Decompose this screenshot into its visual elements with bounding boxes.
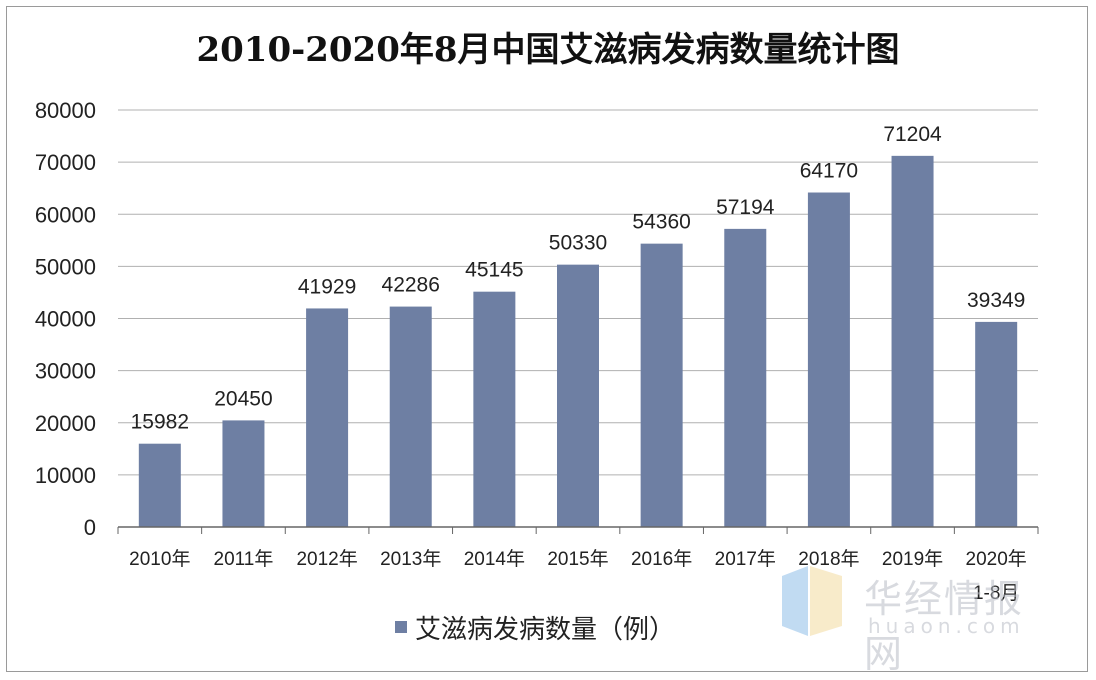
y-tick-label: 60000 [35, 202, 96, 227]
data-label: 41929 [298, 275, 356, 298]
bar [724, 228, 767, 527]
bar [557, 264, 599, 527]
x-category-label: 2019年 [882, 548, 943, 570]
data-label: 71204 [883, 123, 942, 146]
bar [640, 243, 683, 527]
x-category-label: 2014年 [464, 548, 525, 570]
x-category-label: 2020年 [966, 548, 1027, 570]
bar [138, 443, 181, 527]
data-label: 15982 [131, 411, 189, 434]
data-label: 20450 [214, 387, 272, 410]
y-tick-label: 80000 [35, 98, 96, 123]
bar [807, 192, 850, 528]
data-label: 57194 [716, 196, 775, 219]
bar [975, 321, 1018, 527]
y-tick-label: 40000 [35, 307, 96, 332]
bar [473, 291, 516, 527]
watermark-text: 华经情报网 [864, 577, 1025, 676]
y-tick-label: 20000 [35, 411, 96, 436]
x-category-label: 2017年 [715, 548, 776, 570]
x-category-label: 2010年 [129, 548, 190, 570]
x-category-label: 2011年 [214, 548, 274, 570]
y-tick-label: 70000 [35, 150, 96, 175]
x-category-label: 2016年 [631, 548, 692, 570]
y-tick-label: 10000 [35, 463, 96, 488]
data-label: 45145 [465, 259, 523, 282]
data-label: 42286 [382, 274, 440, 297]
data-label: 64170 [800, 160, 858, 183]
data-label: 54360 [632, 211, 690, 234]
x-category-label: 2013年 [380, 548, 441, 570]
bar [306, 308, 349, 527]
data-label: 39349 [967, 289, 1025, 312]
x-category-label: 2012年 [296, 548, 357, 570]
y-axis-ticks: 0 10000 20000 30000 40000 50000 60000 70000 8000… [35, 98, 96, 540]
data-labels: 15982 20450 41929 42286 45145 50330 54360 57194… [131, 123, 1026, 434]
bar [389, 306, 432, 527]
x-axis: 2010年 2011年 2012年 2013年 2014年 2015年 2016年 2017年… [117, 526, 1039, 604]
legend-swatch [395, 621, 407, 633]
data-label: 50330 [549, 232, 607, 255]
x-category-sublabel: 1-8月 [973, 583, 1019, 604]
y-tick-label: 0 [84, 515, 96, 540]
watermark-url: huaon.com [868, 614, 1025, 638]
x-category-label: 2018年 [798, 548, 859, 570]
watermark: 华经情报网 huaon.com [782, 560, 1052, 676]
bar [222, 420, 265, 527]
y-tick-label: 50000 [35, 254, 96, 279]
bar [891, 155, 934, 527]
legend-label: 艾滋病发病数量（例） [415, 613, 676, 644]
y-tick-label: 30000 [35, 359, 96, 384]
chart-title: 2010-2020年8月中国艾滋病发病数量统计图 [196, 30, 900, 70]
legend: 艾滋病发病数量（例） [395, 612, 675, 644]
bars [138, 155, 1018, 528]
watermark-logo-icon [782, 566, 842, 636]
x-category-label: 2015年 [547, 548, 608, 570]
